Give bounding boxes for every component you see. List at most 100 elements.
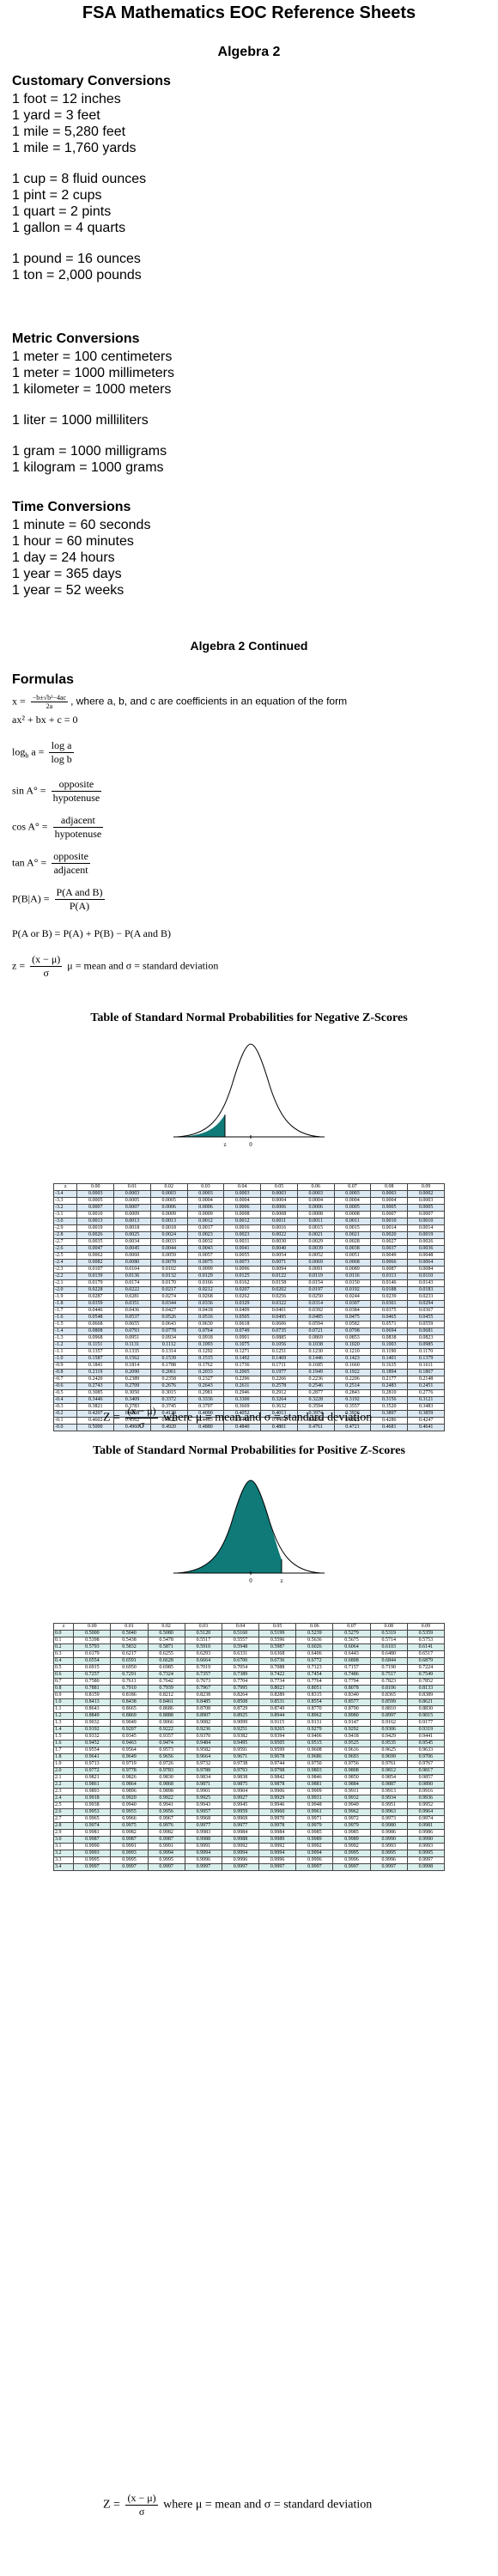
conversion-line: 1 pint = 2 cups (12, 188, 102, 203)
probability-cell: 0.1230 (296, 1348, 335, 1356)
probability-cell: 0.9394 (258, 1733, 297, 1741)
probability-cell: 0.9778 (110, 1767, 149, 1775)
table-row: 3.0 0.9987 0.9987 0.9987 0.9988 0.9988 0.9989 0… (52, 1836, 446, 1844)
table-row: -2.6 0.0047 0.0045 0.0044 0.0043 0.0041 0.0040… (52, 1245, 445, 1253)
probability-cell: 0.0094 (260, 1266, 298, 1273)
probability-cell: 0.9463 (110, 1740, 149, 1747)
probability-cell: 0.0009 (149, 1211, 188, 1218)
probability-cell: 0.9901 (184, 1788, 222, 1795)
probability-cell: 0.0262 (223, 1293, 262, 1301)
z-value-cell: 1.5 (52, 1733, 75, 1741)
positive-z-table-footer: Z = (x − μ) σ where μ = mean and σ = sta… (103, 2492, 464, 2518)
probability-cell: 0.9884 (332, 1781, 371, 1789)
z-value-cell: 2.1 (52, 1774, 75, 1782)
probability-cell: 0.0207 (223, 1286, 262, 1294)
z-value-cell: -1.9 (52, 1293, 78, 1301)
probability-cell: 0.2843 (333, 1389, 372, 1397)
probability-cell: 0.7324 (147, 1671, 185, 1679)
probability-cell: 0.2546 (296, 1382, 335, 1390)
probability-cell: 0.0011 (333, 1218, 372, 1225)
probability-cell: 0.0005 (76, 1197, 115, 1205)
probability-cell: 0.9826 (110, 1774, 149, 1782)
probability-cell: 0.0012 (186, 1218, 225, 1225)
probability-cell: 0.0057 (186, 1252, 225, 1260)
probability-cell: 0.9925 (184, 1795, 222, 1802)
probability-cell: 0.9965 (73, 1815, 112, 1823)
z-score-formula: z = (x − μ) σ μ = mean and σ = standard … (12, 953, 218, 980)
probability-cell: 0.9973 (369, 1815, 408, 1823)
probability-cell: 0.0202 (260, 1286, 298, 1294)
probability-cell: 0.8621 (406, 1698, 446, 1706)
probability-cell: 0.5120 (184, 1630, 222, 1637)
conversion-line: 1 year = 365 days (12, 567, 122, 581)
probability-cell: 0.0384 (333, 1307, 372, 1315)
probability-cell: 0.9988 (184, 1836, 222, 1844)
probability-cell: 0.1949 (296, 1369, 335, 1376)
table-row: -1.4 0.0808 0.0793 0.0778 0.0764 0.0749 0.0735… (52, 1327, 445, 1335)
probability-cell: 0.9987 (73, 1836, 112, 1844)
probability-cell: 0.8159 (73, 1692, 112, 1699)
probability-cell: 0.1515 (186, 1355, 225, 1363)
probability-cell: 0.0040 (260, 1245, 298, 1253)
probability-cell: 0.1611 (407, 1362, 445, 1370)
probability-cell: 0.3446 (76, 1396, 115, 1404)
column-header: 0.08 (369, 1623, 408, 1631)
probability-cell: 0.1736 (223, 1362, 262, 1370)
probability-cell: 0.0008 (223, 1211, 262, 1218)
table-row: 2.4 0.9918 0.9920 0.9922 0.9925 0.9927 0.9929 0… (52, 1795, 446, 1802)
probability-cell: 0.0668 (76, 1321, 115, 1328)
probability-cell: 0.9887 (369, 1781, 408, 1789)
z-value-cell: -0.0 (52, 1424, 78, 1431)
probability-cell: 0.9345 (110, 1733, 149, 1741)
table-body: 0.0 0.5000 0.5040 0.5080 0.5120 0.5160 0.5199 0… (52, 1630, 446, 1871)
probability-cell: 0.0179 (76, 1279, 115, 1287)
probability-cell: 0.5279 (332, 1630, 371, 1637)
probability-cell: 0.7190 (369, 1664, 408, 1672)
probability-cell: 0.0375 (370, 1307, 409, 1315)
probability-cell: 0.7764 (295, 1678, 334, 1686)
z-value-cell: 0.9 (52, 1692, 75, 1699)
z-value-cell: -2.9 (52, 1224, 78, 1232)
probability-cell: 0.9857 (406, 1774, 446, 1782)
probability-cell: 0.6443 (332, 1650, 371, 1658)
probability-cell: 0.0162 (223, 1279, 262, 1287)
probability-cell: 0.6517 (406, 1650, 446, 1658)
probability-cell: 0.0749 (223, 1327, 262, 1335)
probability-cell: 0.9686 (295, 1753, 334, 1761)
probability-cell: 0.0013 (149, 1218, 188, 1225)
probability-cell: 0.2643 (186, 1382, 225, 1390)
probability-cell: 0.6915 (73, 1664, 112, 1672)
probability-cell: 0.9992 (332, 1843, 371, 1850)
table-row: -1.7 0.0446 0.0436 0.0427 0.0418 0.0409 0.0401… (52, 1307, 445, 1315)
probability-cell: 0.0102 (149, 1266, 188, 1273)
probability-cell: 0.0006 (296, 1204, 335, 1212)
probability-cell: 0.9995 (332, 1850, 371, 1857)
zero-axis-label: 0 (249, 1141, 252, 1148)
probability-cell: 0.6217 (110, 1650, 149, 1658)
probability-cell: 0.5948 (221, 1643, 260, 1651)
probability-cell: 0.0003 (296, 1190, 335, 1198)
conversion-line: 1 foot = 12 inches (12, 92, 121, 106)
probability-cell: 0.9961 (295, 1808, 334, 1816)
probability-cell: 0.9131 (295, 1719, 334, 1727)
probability-cell: 0.0885 (260, 1334, 298, 1342)
sine-denominator: hypotenuse (52, 792, 100, 804)
table-row: 2.3 0.9893 0.9896 0.9898 0.9901 0.9904 0.9906 0… (52, 1788, 446, 1795)
probability-cell: 0.1492 (223, 1355, 262, 1363)
probability-cell: 0.0010 (407, 1218, 445, 1225)
probability-cell: 0.5714 (369, 1637, 408, 1644)
z-value-cell: -2.6 (52, 1245, 78, 1253)
probability-cell: 0.5832 (110, 1643, 149, 1651)
probability-cell: 0.9370 (184, 1733, 222, 1741)
customary-group-2: 1 cup = 8 fluid ounces 1 pint = 2 cups 1… (12, 171, 476, 236)
probability-cell: 0.9484 (184, 1740, 222, 1747)
table-row: 3.1 0.9990 0.9991 0.9991 0.9991 0.9992 0.9992 0… (52, 1843, 446, 1850)
cosine-lhs: cos A° = (12, 820, 48, 833)
probability-cell: 0.0022 (260, 1231, 298, 1239)
probability-cell: 0.1314 (149, 1348, 188, 1356)
probability-cell: 0.1131 (113, 1341, 151, 1349)
probability-cell: 0.7549 (406, 1671, 446, 1679)
z-value-cell: 0.6 (52, 1671, 75, 1679)
table-row: 3.2 0.9993 0.9993 0.9994 0.9994 0.9994 0.9994 0… (52, 1850, 446, 1857)
probability-cell: 0.0548 (76, 1314, 115, 1321)
